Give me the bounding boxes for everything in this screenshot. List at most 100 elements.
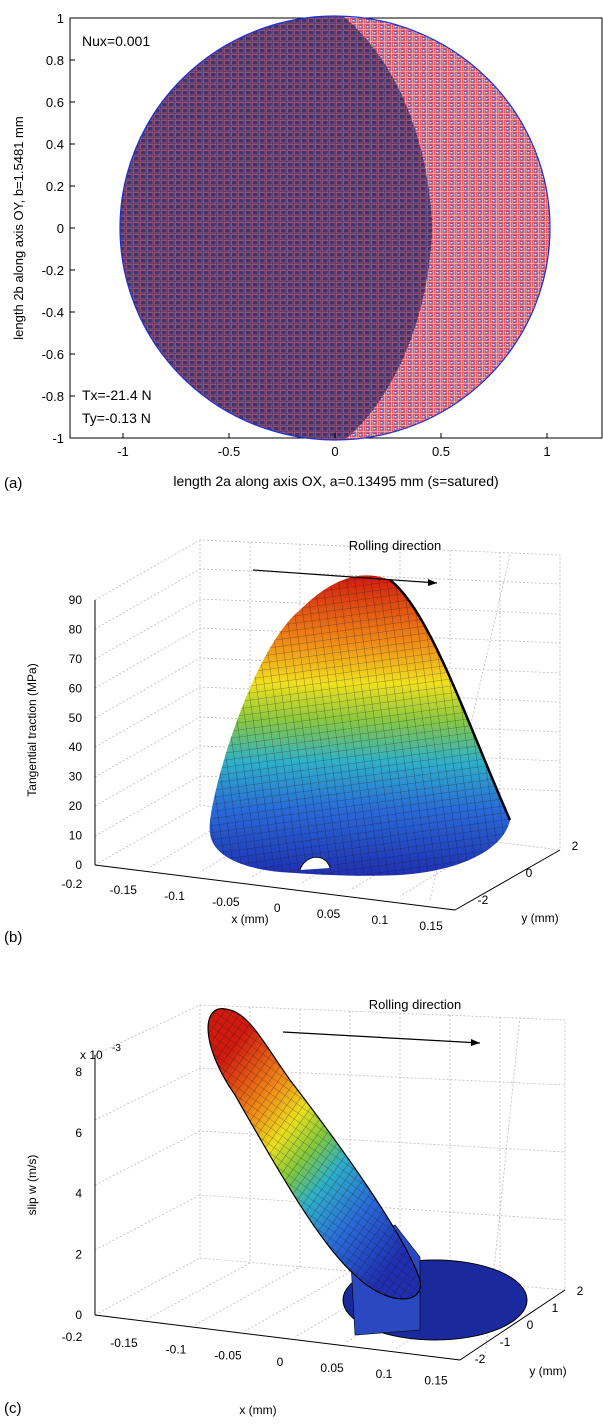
z-tick-label-b: 10 <box>69 829 83 843</box>
z-tick-label-c: 2 <box>75 1247 82 1261</box>
z-tick-label-c: 0 <box>75 1308 82 1322</box>
panel-letter-a: (a) <box>4 475 22 492</box>
z-scale-label: x 10 <box>80 1048 103 1062</box>
y-tick-label-a: 0.6 <box>46 95 64 110</box>
y-axis-label-b: y (mm) <box>521 911 558 925</box>
x-tick-label-c: 0.1 <box>376 1367 393 1381</box>
panel-letter-c: (c) <box>4 1400 22 1417</box>
z-axis-label-b: Tangential traction (MPa) <box>25 663 39 796</box>
contact-area <box>120 16 550 440</box>
x-tick-label-c: -0.05 <box>214 1349 242 1363</box>
x-tick-label-a: 0 <box>331 444 338 459</box>
y-tick-label-a: -0.6 <box>42 347 64 362</box>
x-tick-label-a: 1 <box>543 444 550 459</box>
x-axis-label-c: x (mm) <box>239 1403 276 1417</box>
z-tick-labels-c: 0 2 4 6 8 <box>75 1065 82 1322</box>
annotation-tx: Tx=-21.4 N <box>82 387 152 403</box>
y-tick-label-a: -0.8 <box>42 389 64 404</box>
y-tick-label-a: 1 <box>57 11 64 26</box>
y-tick-label-a: 0.8 <box>46 53 64 68</box>
rolling-direction-title-c: Rolling direction <box>369 997 462 1012</box>
y-tick-label-c: 1 <box>552 1301 559 1315</box>
contact-mesh-chart: -1 -0.8 -0.6 -0.4 -0.2 0 0.2 0.4 0.6 0.8 1 -1 -0.5 0… <box>4 11 603 492</box>
x-tick-label-b: 0 <box>274 901 281 915</box>
y-tick-label-b: 0 <box>526 866 533 880</box>
x-tick-label-c: -0.2 <box>62 1330 83 1344</box>
x-tick-label-a: 0.5 <box>432 444 450 459</box>
x-tick-labels-b: -0.2 -0.15 -0.1 -0.05 0 0.05 0.1 0.15 <box>62 877 443 933</box>
z-tick-label-b: 80 <box>69 622 83 636</box>
z-tick-label-c: 4 <box>75 1187 82 1201</box>
z-scale-exponent: -3 <box>112 1043 121 1054</box>
slip-surface <box>207 1008 528 1341</box>
z-tick-label-b: 90 <box>69 593 83 607</box>
x-tick-label-b: 0.1 <box>371 913 388 927</box>
x-tick-label-b: -0.05 <box>212 895 240 909</box>
x-tick-label-b: 0.15 <box>419 919 443 933</box>
x-axis-b <box>94 864 456 911</box>
z-axis-label-c: slip w (m/s) <box>25 1155 39 1216</box>
arrow-head-icon-c <box>471 1039 480 1046</box>
x-tick-label-c: -0.15 <box>110 1336 138 1350</box>
z-tick-labels-b: 0 10 20 30 40 50 60 70 80 90 <box>69 593 83 872</box>
y-axis-label-c: y (mm) <box>529 1364 566 1378</box>
x-tick-label-a: -0.5 <box>218 444 240 459</box>
y-tick-label-b: 2 <box>572 839 579 853</box>
y-tick-label-c: 2 <box>577 1284 584 1298</box>
traction-surface <box>209 575 512 876</box>
arrow-head-icon <box>428 579 437 586</box>
panel-c: Rolling direction x 10 -3 0 2 4 6 8 -0.2 -0.1… <box>0 995 603 1419</box>
z-tick-label-c: 6 <box>75 1126 82 1140</box>
x-tick-label-c: 0.05 <box>320 1361 344 1375</box>
x-tick-label-b: -0.2 <box>62 877 83 891</box>
x-tick-label-c: 0.15 <box>424 1373 448 1387</box>
stick-region <box>120 16 432 440</box>
annotation-nux: Nux=0.001 <box>82 33 150 49</box>
y-axis-c <box>459 1289 566 1361</box>
y-tick-labels-c: 2 1 0 -1 -2 <box>475 1284 584 1366</box>
y-tick-labels-a: -1 -0.8 -0.6 -0.4 -0.2 0 0.2 0.4 0.6 0.8 1 <box>42 11 75 446</box>
x-axis-label-b: x (mm) <box>231 912 268 926</box>
panel-b: Rolling direction 0 10 20 30 40 50 60 70 80 90 -0… <box>0 530 603 960</box>
x-tick-labels-c: -0.2 -0.15 -0.1 -0.05 0 0.05 0.1 0.15 <box>62 1330 448 1387</box>
panel-a: -1 -0.8 -0.6 -0.4 -0.2 0 0.2 0.4 0.6 0.8 1 -1 -0.5 0… <box>0 0 603 500</box>
z-tick-label-b: 50 <box>69 711 83 725</box>
y-tick-label-c: -2 <box>475 1352 486 1366</box>
x-tick-label-b: -0.15 <box>110 883 138 897</box>
y-tick-label-a: -0.4 <box>42 305 64 320</box>
x-tick-label-b: -0.1 <box>164 889 185 903</box>
rolling-direction-title-b: Rolling direction <box>349 538 442 553</box>
y-tick-label-a: 0 <box>57 221 64 236</box>
y-tick-label-a: 0.4 <box>46 137 64 152</box>
y-tick-label-a: 0.2 <box>46 179 64 194</box>
annotation-ty: Ty=-0.13 N <box>82 410 151 426</box>
slip-surface-chart: Rolling direction x 10 -3 0 2 4 6 8 -0.2 -0.1… <box>4 997 584 1417</box>
y-axis-label-a: length 2b along axis OY, b=1.5481 mm <box>11 116 26 339</box>
z-tick-label-b: 40 <box>69 740 83 754</box>
y-tick-label-a: -1 <box>52 431 64 446</box>
y-tick-label-a: -0.2 <box>42 263 64 278</box>
y-axis-b <box>454 849 561 911</box>
x-tick-labels-a: -1 -0.5 0 0.5 1 <box>117 433 551 459</box>
rolling-direction-arrow <box>252 569 438 584</box>
y-tick-label-c: -1 <box>500 1335 511 1349</box>
contact-ellipse-outline <box>119 15 551 441</box>
x-axis-label-a: length 2a along axis OX, a=0.13495 mm (s… <box>173 473 498 489</box>
x-axis-c <box>94 1314 461 1361</box>
x-tick-label-c: -0.1 <box>166 1342 187 1356</box>
y-tick-label-c: 0 <box>527 1318 534 1332</box>
rolling-direction-arrow-c <box>282 1031 481 1044</box>
z-tick-label-b: 0 <box>75 858 82 872</box>
z-tick-label-b: 60 <box>69 681 83 695</box>
z-tick-label-b: 20 <box>69 799 83 813</box>
z-tick-label-c: 8 <box>75 1065 82 1079</box>
z-tick-label-b: 30 <box>69 770 83 784</box>
y-tick-labels-b: 2 0 -2 <box>478 839 579 907</box>
x-tick-label-b: 0.05 <box>317 907 341 921</box>
z-tick-label-b: 70 <box>69 652 83 666</box>
x-tick-label-a: -1 <box>117 444 129 459</box>
y-tick-label-b: -2 <box>478 893 489 907</box>
x-tick-label-c: 0 <box>277 1355 284 1369</box>
panel-letter-b: (b) <box>4 929 22 946</box>
